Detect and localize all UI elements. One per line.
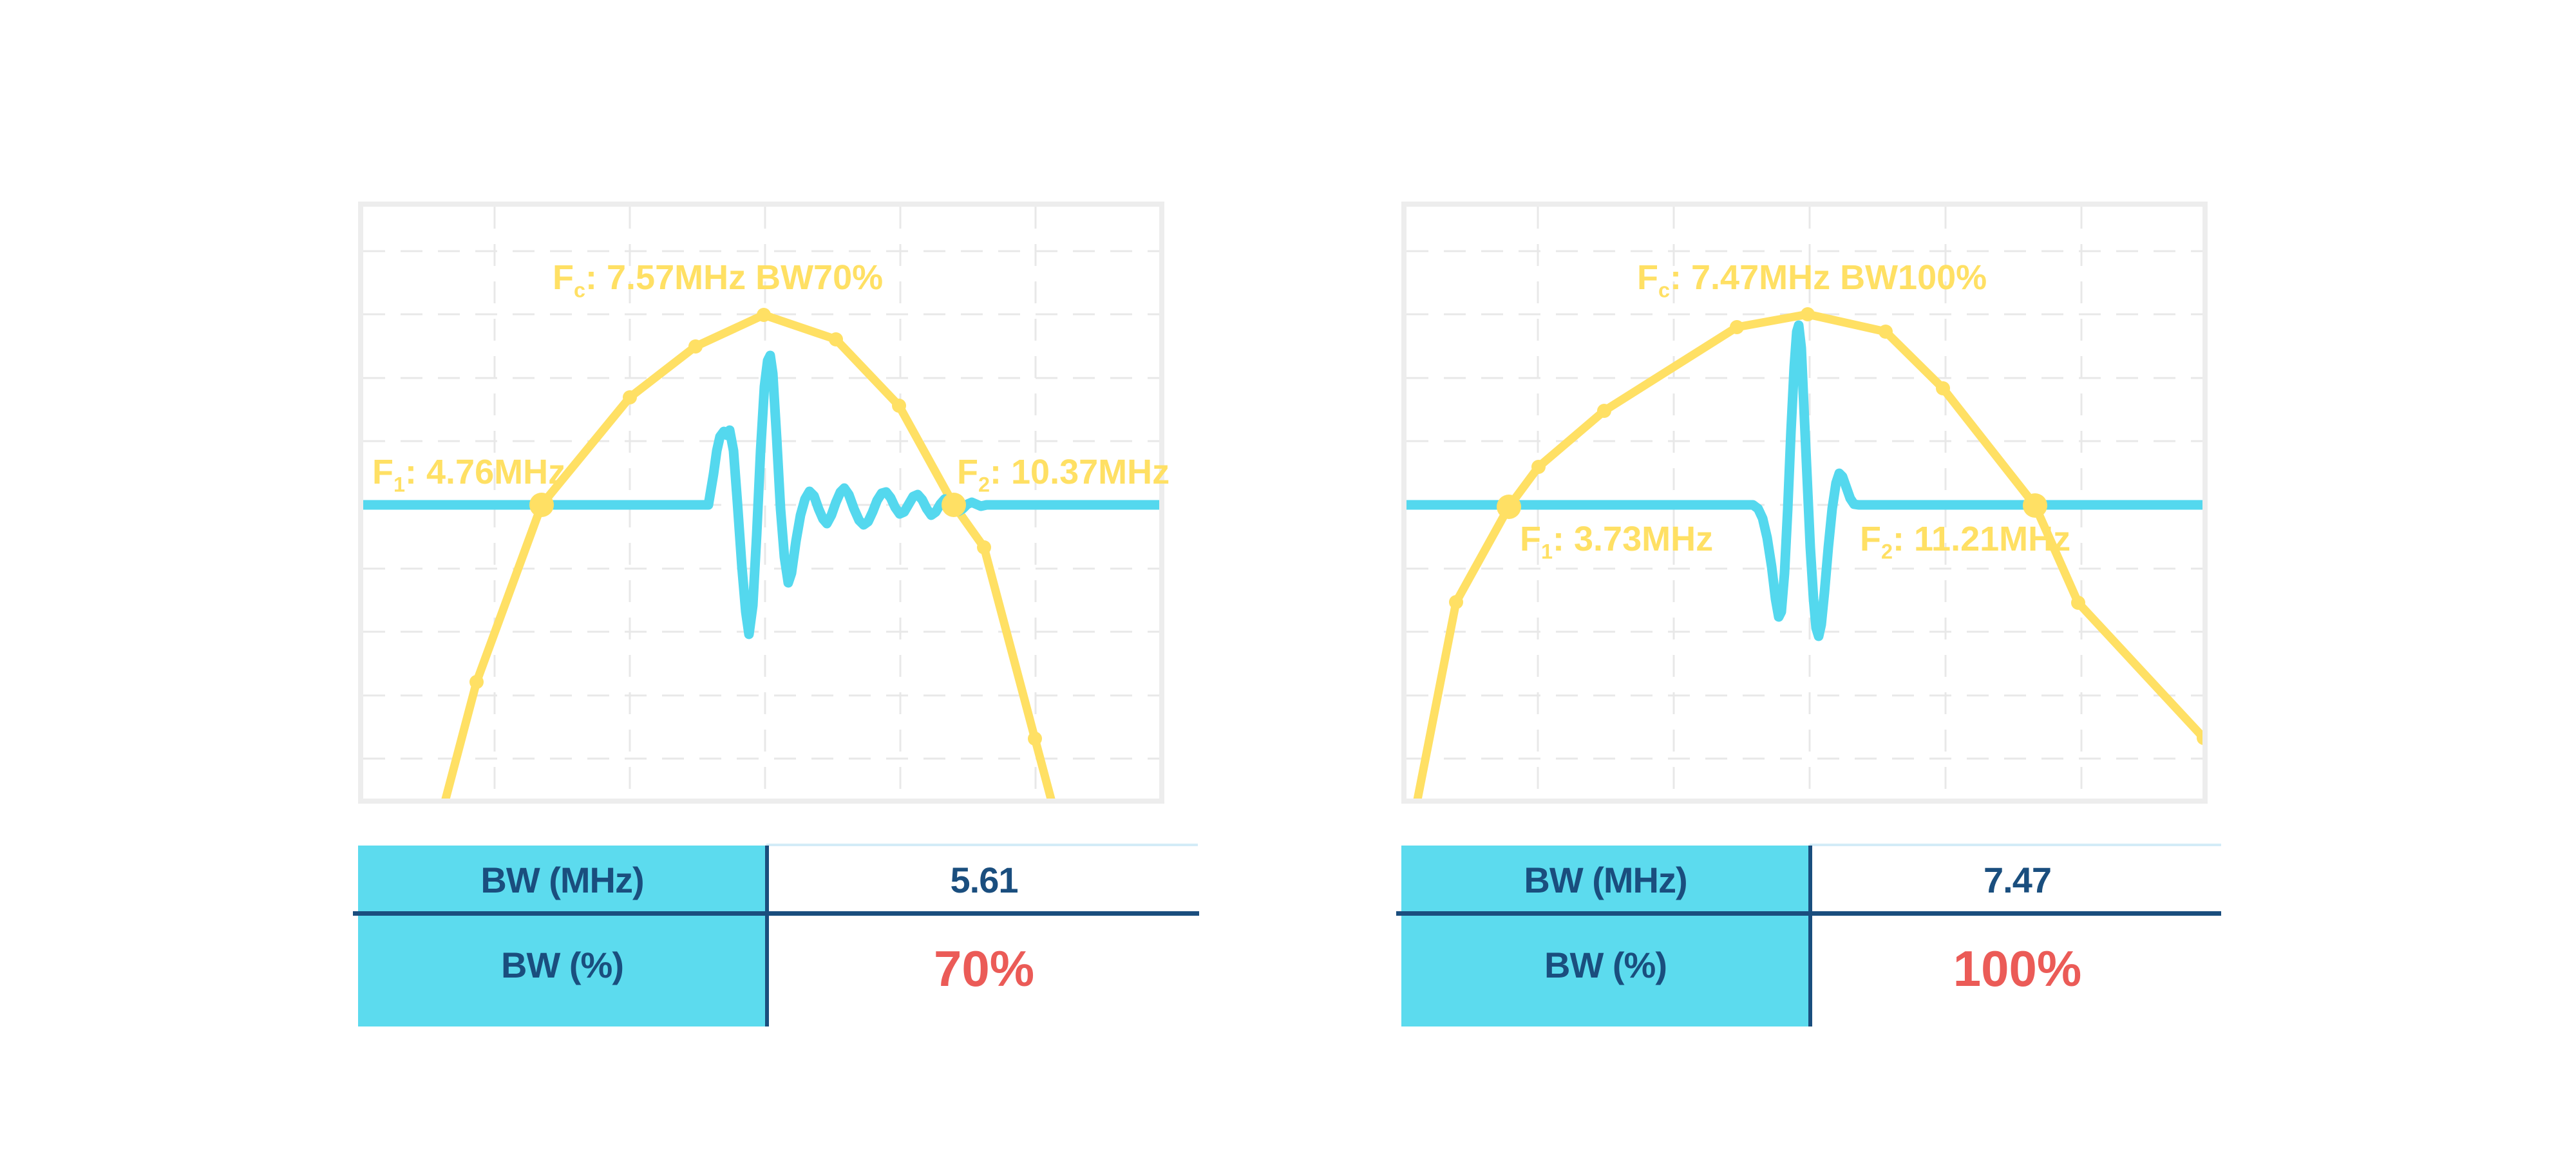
table-top-divider <box>766 844 1198 846</box>
spectrum-pulse-chart-bw70 <box>363 207 1159 799</box>
bw-table-header-column <box>1401 846 1810 1026</box>
f1-annotation: F1: 3.73MHz <box>1520 520 1714 563</box>
bw-table-header-column <box>358 846 766 1026</box>
bw-mhz-label: BW (MHz) <box>1524 859 1687 900</box>
spectrum-pulse-chart-bw100 <box>1406 207 2202 799</box>
center-frequency-annotation: Fc: 7.57MHz BW70% <box>553 258 884 302</box>
bw-mhz-label: BW (MHz) <box>480 859 644 900</box>
f2-annotation: F2: 11.21MHz <box>1860 520 2071 563</box>
table-row-divider <box>353 911 1199 916</box>
table-column-divider <box>765 846 769 1026</box>
bw-percent-label: BW (%) <box>501 945 624 985</box>
f2-annotation: F2: 10.37MHz <box>957 453 1170 497</box>
center-frequency-annotation: Fc: 7.47MHz BW100% <box>1637 258 1987 302</box>
bw-mhz-value: 5.61 <box>950 859 1019 900</box>
table-column-divider <box>1808 846 1812 1026</box>
f1-annotation: F1: 4.76MHz <box>372 453 566 497</box>
bw-percent-value: 70% <box>933 940 1035 997</box>
bw-percent-value: 100% <box>1953 940 2082 997</box>
bw-mhz-value: 7.47 <box>1984 859 2052 900</box>
table-top-divider <box>1810 844 2221 846</box>
bw-percent-label: BW (%) <box>1544 945 1667 985</box>
